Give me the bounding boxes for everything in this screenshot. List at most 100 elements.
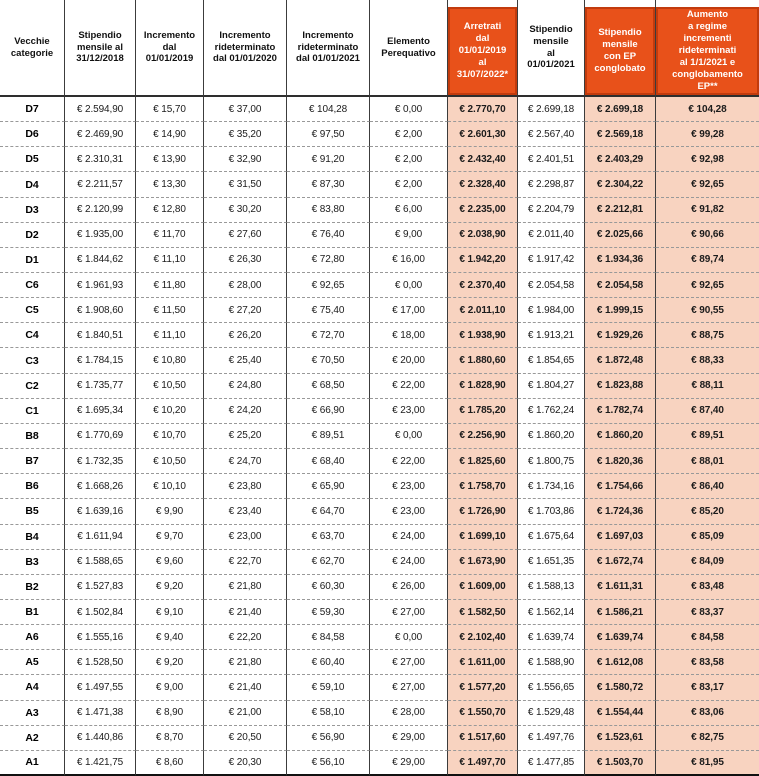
value-cell-D2-elemento-perequativo: € 9,00 [370, 222, 448, 248]
category-cell-D3: D3 [0, 197, 65, 223]
value-cell-A5-arretrati: € 1.611,00 [448, 650, 518, 676]
value-cell-C6-incremento-rid-2021: € 92,65 [287, 273, 370, 299]
column-header-incremento-2019: Incremento dal 01/01/2019 [136, 0, 204, 97]
value-cell-C4-elemento-perequativo: € 18,00 [370, 323, 448, 349]
value-cell-A1-incremento-rid-2021: € 56,10 [287, 750, 370, 776]
value-cell-D6-arretrati: € 2.601,30 [448, 122, 518, 148]
category-cell-D5: D5 [0, 147, 65, 173]
value-cell-C6-incremento-rid-2020: € 28,00 [204, 273, 287, 299]
value-cell-B8-elemento-perequativo: € 0,00 [370, 423, 448, 450]
value-cell-B4-stipendio-2021: € 1.675,64 [518, 524, 585, 550]
value-cell-B5-incremento-rid-2020: € 23,40 [204, 499, 287, 525]
value-cell-C6-stipendio-2018: € 1.961,93 [65, 273, 136, 299]
value-cell-B6-elemento-perequativo: € 23,00 [370, 474, 448, 500]
value-cell-A3-incremento-2019: € 8,90 [136, 700, 204, 726]
value-cell-A6-arretrati: € 2.102,40 [448, 625, 518, 651]
category-cell-C2: C2 [0, 373, 65, 399]
value-cell-B2-arretrati: € 1.609,00 [448, 574, 518, 600]
value-cell-A6-stipendio-ep: € 1.639,74 [585, 625, 656, 651]
value-cell-B4-incremento-rid-2021: € 63,70 [287, 524, 370, 550]
value-cell-D1-aumento-regime: € 89,74 [656, 247, 759, 274]
value-cell-B1-incremento-rid-2021: € 59,30 [287, 599, 370, 626]
value-cell-B6-stipendio-2018: € 1.668,26 [65, 474, 136, 500]
value-cell-D1-stipendio-ep: € 1.934,36 [585, 247, 656, 274]
category-cell-A3: A3 [0, 700, 65, 726]
value-cell-B2-stipendio-2021: € 1.588,13 [518, 574, 585, 600]
category-cell-D6: D6 [0, 122, 65, 148]
value-cell-B3-arretrati: € 1.673,90 [448, 549, 518, 575]
value-cell-B4-incremento-2019: € 9,70 [136, 524, 204, 550]
highlighted-header-box: Arretrati dal 01/01/2019 al 31/07/2022* [448, 7, 517, 95]
value-cell-B1-elemento-perequativo: € 27,00 [370, 599, 448, 626]
value-cell-D7-aumento-regime: € 104,28 [656, 97, 759, 123]
value-cell-D7-incremento-2019: € 15,70 [136, 97, 204, 123]
value-cell-B2-elemento-perequativo: € 26,00 [370, 574, 448, 600]
category-cell-A6: A6 [0, 625, 65, 651]
value-cell-D2-stipendio-2018: € 1.935,00 [65, 222, 136, 248]
value-cell-A3-aumento-regime: € 83,06 [656, 700, 759, 726]
value-cell-A4-stipendio-ep: € 1.580,72 [585, 675, 656, 701]
value-cell-B7-arretrati: € 1.825,60 [448, 449, 518, 475]
value-cell-B8-incremento-rid-2021: € 89,51 [287, 423, 370, 450]
value-cell-D1-stipendio-2021: € 1.917,42 [518, 247, 585, 274]
value-cell-B8-arretrati: € 2.256,90 [448, 423, 518, 450]
value-cell-B7-incremento-rid-2020: € 24,70 [204, 449, 287, 475]
value-cell-D5-stipendio-ep: € 2.403,29 [585, 147, 656, 173]
value-cell-D5-stipendio-2021: € 2.401,51 [518, 147, 585, 173]
value-cell-A2-stipendio-ep: € 1.523,61 [585, 725, 656, 751]
value-cell-D4-stipendio-ep: € 2.304,22 [585, 172, 656, 198]
column-header-label: Incremento dal 01/01/2019 [143, 29, 196, 65]
value-cell-B7-stipendio-ep: € 1.820,36 [585, 449, 656, 475]
value-cell-C4-stipendio-2021: € 1.913,21 [518, 323, 585, 349]
value-cell-C5-arretrati: € 2.011,10 [448, 298, 518, 324]
value-cell-C3-incremento-rid-2020: € 25,40 [204, 348, 287, 374]
value-cell-B5-elemento-perequativo: € 23,00 [370, 499, 448, 525]
value-cell-A1-arretrati: € 1.497,70 [448, 750, 518, 776]
value-cell-A1-elemento-perequativo: € 29,00 [370, 750, 448, 776]
value-cell-C3-aumento-regime: € 88,33 [656, 348, 759, 374]
highlighted-header-box: Stipendio mensile con EP conglobato [585, 7, 655, 95]
value-cell-C2-incremento-2019: € 10,50 [136, 373, 204, 399]
value-cell-B3-incremento-rid-2020: € 22,70 [204, 549, 287, 575]
value-cell-B2-incremento-2019: € 9,20 [136, 574, 204, 600]
value-cell-C4-incremento-rid-2021: € 72,70 [287, 323, 370, 349]
value-cell-B3-stipendio-2021: € 1.651,35 [518, 549, 585, 575]
value-cell-B4-elemento-perequativo: € 24,00 [370, 524, 448, 550]
value-cell-A4-elemento-perequativo: € 27,00 [370, 675, 448, 701]
value-cell-C6-elemento-perequativo: € 0,00 [370, 273, 448, 299]
value-cell-D6-stipendio-2021: € 2.567,40 [518, 122, 585, 148]
value-cell-D4-stipendio-2021: € 2.298,87 [518, 172, 585, 198]
category-cell-D4: D4 [0, 172, 65, 198]
category-cell-B2: B2 [0, 574, 65, 600]
value-cell-D3-elemento-perequativo: € 6,00 [370, 197, 448, 223]
value-cell-A6-incremento-rid-2020: € 22,20 [204, 625, 287, 651]
value-cell-B2-stipendio-ep: € 1.611,31 [585, 574, 656, 600]
value-cell-C1-stipendio-2021: € 1.762,24 [518, 398, 585, 424]
value-cell-C5-elemento-perequativo: € 17,00 [370, 298, 448, 324]
value-cell-C6-stipendio-2021: € 2.054,58 [518, 273, 585, 299]
value-cell-A1-stipendio-ep: € 1.503,70 [585, 750, 656, 776]
value-cell-C1-incremento-rid-2020: € 24,20 [204, 398, 287, 424]
value-cell-D3-arretrati: € 2.235,00 [448, 197, 518, 223]
value-cell-B5-incremento-2019: € 9,90 [136, 499, 204, 525]
column-header-incremento-rid-2020: Incremento rideterminato dal 01/01/2020 [204, 0, 287, 97]
value-cell-C1-stipendio-2018: € 1.695,34 [65, 398, 136, 424]
value-cell-A3-incremento-rid-2020: € 21,00 [204, 700, 287, 726]
value-cell-C2-incremento-rid-2020: € 24,80 [204, 373, 287, 399]
column-header-aumento-regime: Aumento a regime incrementi rideterminat… [656, 0, 759, 97]
value-cell-B8-incremento-rid-2020: € 25,20 [204, 423, 287, 450]
value-cell-D7-elemento-perequativo: € 0,00 [370, 97, 448, 123]
value-cell-B6-incremento-rid-2021: € 65,90 [287, 474, 370, 500]
value-cell-A5-incremento-rid-2021: € 60,40 [287, 650, 370, 676]
value-cell-D1-incremento-rid-2021: € 72,80 [287, 247, 370, 274]
column-header-label: Stipendio mensile al 31/12/2018 [76, 29, 124, 65]
value-cell-D1-arretrati: € 1.942,20 [448, 247, 518, 274]
category-cell-D2: D2 [0, 222, 65, 248]
value-cell-C6-arretrati: € 2.370,40 [448, 273, 518, 299]
value-cell-D4-incremento-rid-2021: € 87,30 [287, 172, 370, 198]
value-cell-D2-incremento-rid-2020: € 27,60 [204, 222, 287, 248]
value-cell-A2-elemento-perequativo: € 29,00 [370, 725, 448, 751]
value-cell-A3-elemento-perequativo: € 28,00 [370, 700, 448, 726]
value-cell-C3-stipendio-2021: € 1.854,65 [518, 348, 585, 374]
value-cell-B1-stipendio-2018: € 1.502,84 [65, 599, 136, 626]
